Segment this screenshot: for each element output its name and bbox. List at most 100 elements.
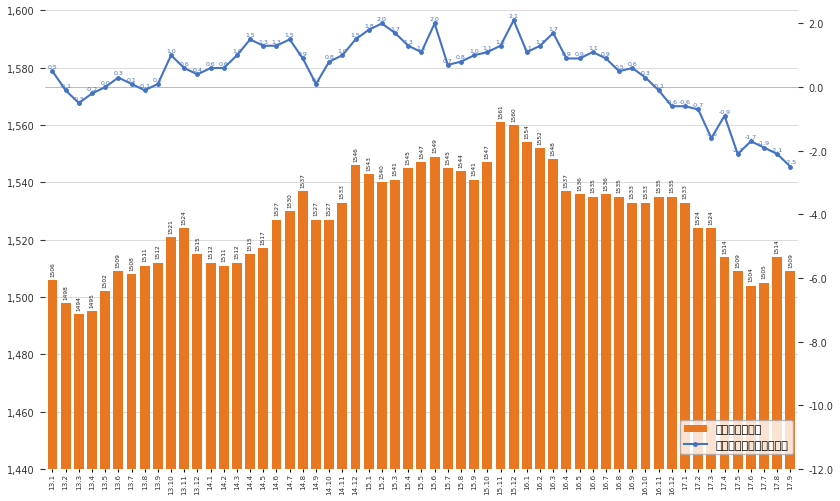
Text: 1524: 1524	[181, 210, 186, 224]
Text: 1535: 1535	[656, 178, 661, 193]
Bar	[759, 283, 769, 501]
Bar	[430, 157, 439, 501]
Bar	[113, 272, 123, 501]
Text: 1509: 1509	[116, 253, 121, 268]
Bar	[720, 258, 729, 501]
Text: 1.5: 1.5	[245, 33, 255, 38]
Bar	[470, 180, 479, 501]
Text: 1511: 1511	[221, 247, 226, 262]
Text: 1.1: 1.1	[522, 46, 532, 51]
Bar	[232, 263, 242, 501]
Bar	[706, 229, 717, 501]
Bar	[245, 255, 255, 501]
Bar	[206, 263, 216, 501]
Bar	[74, 315, 84, 501]
Text: 0.1: 0.1	[127, 78, 136, 83]
Text: 1552: 1552	[538, 130, 543, 144]
Text: 0.9: 0.9	[575, 52, 585, 57]
Text: 1527: 1527	[313, 201, 318, 216]
Bar	[746, 286, 756, 501]
Bar	[614, 197, 624, 501]
Text: 0.6: 0.6	[219, 62, 228, 67]
Bar	[732, 272, 743, 501]
Bar	[667, 197, 677, 501]
Bar	[166, 237, 176, 501]
Text: -2.5: -2.5	[785, 160, 796, 165]
Text: 1540: 1540	[380, 164, 385, 179]
Text: 1508: 1508	[129, 256, 134, 271]
Text: 1544: 1544	[459, 152, 464, 167]
Text: 1533: 1533	[643, 184, 648, 199]
Bar	[403, 169, 413, 501]
Text: 1505: 1505	[762, 264, 767, 279]
Text: -1.9: -1.9	[758, 141, 770, 146]
Bar	[693, 229, 703, 501]
Text: 1.5: 1.5	[350, 33, 360, 38]
Text: 1536: 1536	[577, 175, 582, 190]
Text: 1533: 1533	[630, 184, 635, 199]
Bar	[496, 123, 506, 501]
Text: 1521: 1521	[169, 218, 174, 233]
Text: 1494: 1494	[76, 296, 81, 311]
Text: 1.3: 1.3	[259, 40, 268, 45]
Bar	[575, 194, 585, 501]
Text: 0.3: 0.3	[113, 71, 123, 76]
Text: 1511: 1511	[142, 247, 147, 262]
Text: 1514: 1514	[722, 238, 727, 253]
Text: -0.1: -0.1	[139, 84, 150, 89]
Text: 0.9: 0.9	[298, 52, 307, 57]
Text: 1541: 1541	[471, 161, 476, 176]
Bar	[601, 194, 611, 501]
Bar	[311, 220, 321, 501]
Bar	[627, 203, 638, 501]
Text: 1.0: 1.0	[166, 49, 176, 54]
前年同月比増減率（％）	[87, 91, 97, 97]
Bar	[48, 281, 57, 501]
Text: 0.9: 0.9	[601, 52, 611, 57]
Bar	[60, 303, 71, 501]
Text: 1535: 1535	[617, 178, 622, 193]
Text: -0.1: -0.1	[653, 84, 664, 89]
Text: 0.6: 0.6	[180, 62, 189, 67]
Text: 1506: 1506	[50, 262, 55, 276]
Text: 1537: 1537	[301, 172, 305, 187]
Text: 0.8: 0.8	[324, 55, 334, 60]
Text: 1541: 1541	[392, 161, 397, 176]
Text: 1.0: 1.0	[470, 49, 479, 54]
Text: 0.8: 0.8	[456, 55, 466, 60]
Bar	[377, 183, 387, 501]
Text: 1545: 1545	[445, 150, 450, 164]
Text: 1548: 1548	[551, 141, 556, 156]
Text: 1530: 1530	[287, 192, 292, 207]
Text: 0.1: 0.1	[153, 78, 163, 83]
Bar	[443, 169, 453, 501]
Bar	[509, 126, 518, 501]
Text: 1515: 1515	[248, 235, 253, 250]
Text: 1.7: 1.7	[549, 27, 558, 32]
Text: 0.6: 0.6	[206, 62, 216, 67]
Text: -0.6: -0.6	[679, 100, 691, 105]
Text: 1560: 1560	[512, 107, 517, 122]
Text: 1527: 1527	[274, 201, 279, 216]
Bar	[192, 255, 202, 501]
前年同月比増減率（％）	[74, 101, 84, 107]
Text: 1527: 1527	[327, 201, 332, 216]
Text: 0.7: 0.7	[443, 59, 453, 64]
Text: 1535: 1535	[669, 178, 675, 193]
前年同月比増減率（％）	[561, 56, 571, 62]
Text: 1543: 1543	[366, 155, 371, 170]
Text: 0.0: 0.0	[100, 81, 110, 86]
Text: -0.7: -0.7	[692, 103, 704, 108]
Text: 0.1: 0.1	[311, 78, 321, 83]
Text: 1537: 1537	[564, 172, 569, 187]
Text: 1502: 1502	[102, 273, 108, 288]
Bar	[561, 192, 571, 501]
前年同月比増減率（％）	[575, 56, 585, 62]
Text: 1533: 1533	[683, 184, 687, 199]
Text: 0.6: 0.6	[627, 62, 638, 67]
Text: 0.5: 0.5	[48, 65, 57, 70]
Text: 0.5: 0.5	[614, 65, 624, 70]
Text: 1546: 1546	[353, 147, 358, 162]
Text: 1512: 1512	[234, 244, 239, 259]
Text: -2.1: -2.1	[771, 147, 784, 152]
